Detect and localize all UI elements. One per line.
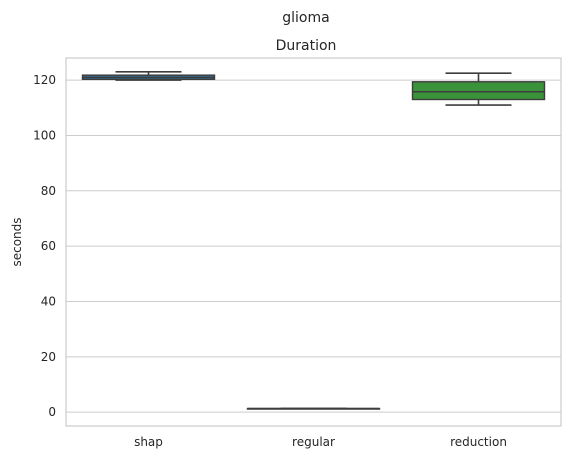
grid-lines — [66, 79, 561, 413]
y-tick-label: 100 — [33, 128, 56, 142]
boxes — [81, 71, 546, 410]
x-tick-label: regular — [292, 435, 335, 449]
x-tick-label: shap — [134, 435, 163, 449]
box-shap — [81, 71, 216, 81]
plot-frame — [65, 57, 562, 427]
y-axis-label: seconds — [10, 217, 24, 266]
y-tick-label: 80 — [41, 184, 56, 198]
box-reduction — [411, 72, 546, 106]
y-tick-label: 20 — [41, 350, 56, 364]
y-tick-label: 0 — [48, 405, 56, 419]
y-tick-label: 120 — [33, 73, 56, 87]
chart-title: Duration — [276, 38, 337, 54]
y-tick-label: 40 — [41, 294, 56, 308]
y-axis-ticks: 0 20 40 60 80 100 120 — [33, 73, 56, 419]
y-tick-label: 60 — [41, 239, 56, 253]
box-regular — [246, 407, 381, 410]
x-axis-ticks: shap regular reduction — [134, 435, 507, 449]
chart-suptitle: glioma — [282, 10, 329, 26]
x-tick-label: reduction — [450, 435, 507, 449]
box-body — [411, 81, 546, 101]
